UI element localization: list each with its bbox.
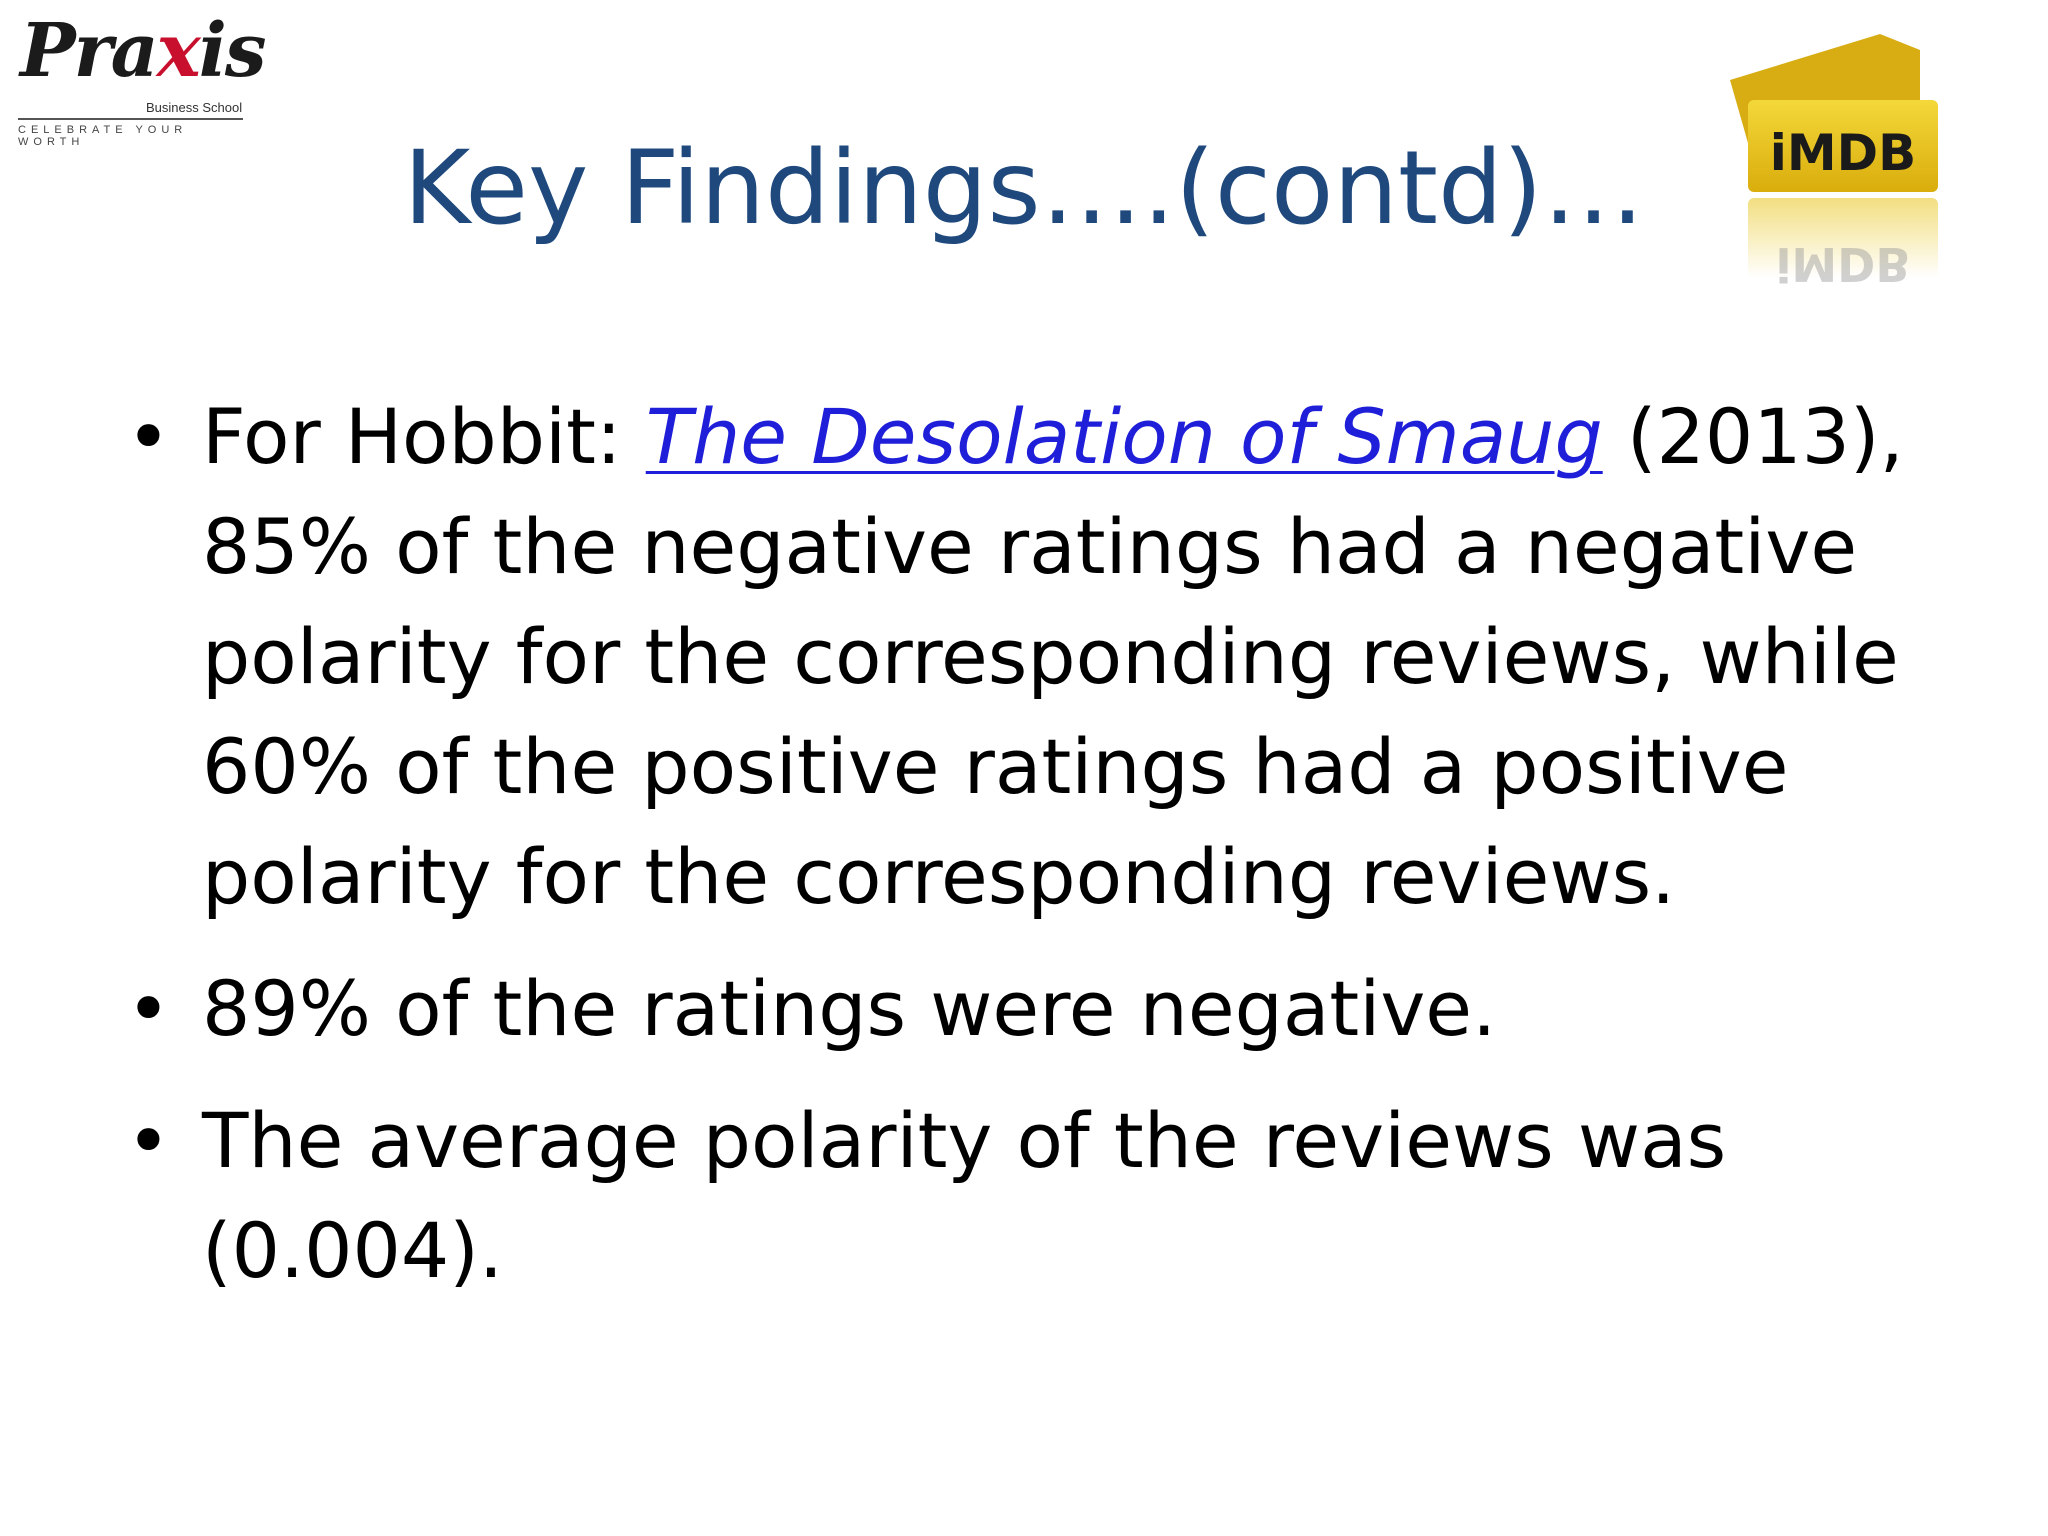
imdb-reflection-text: iMDB — [1776, 237, 1911, 290]
findings-list: • For Hobbit: The Desolation of Smaug (2… — [120, 382, 1920, 1328]
finding-prefix: For Hobbit: — [202, 392, 646, 481]
finding-text: The average polarity of the reviews was … — [202, 1096, 1727, 1295]
finding-item: • The average polarity of the reviews wa… — [120, 1086, 1920, 1306]
praxis-wordmark: Praxis — [20, 8, 266, 94]
bullet-icon: • — [126, 392, 171, 481]
finding-item: • For Hobbit: The Desolation of Smaug (2… — [120, 382, 1920, 932]
imdb-text: iMDB — [1770, 124, 1917, 182]
finding-text: 89% of the ratings were negative. — [202, 964, 1497, 1053]
praxis-tagline: CELEBRATE YOUR WORTH — [18, 124, 188, 148]
praxis-subtitle: Business School — [146, 100, 243, 115]
imdb-ticket-front — [1748, 100, 1938, 192]
praxis-divider — [18, 118, 243, 120]
slide-title: Key Findings….(contd)… — [403, 129, 1645, 248]
imdb-logo: iMDB iMDB — [1730, 34, 1938, 290]
finding-item: • 89% of the ratings were negative. — [120, 954, 1920, 1064]
praxis-logo: Praxis Business School CELEBRATE YOUR WO… — [16, 14, 266, 148]
bullet-icon: • — [126, 1096, 171, 1185]
imdb-reflection — [1748, 198, 1938, 278]
film-title-link[interactable]: The Desolation of Smaug — [645, 392, 1603, 481]
bullet-icon: • — [126, 964, 171, 1053]
finding-text: (2013), 85% of the negative ratings had … — [202, 392, 1904, 921]
